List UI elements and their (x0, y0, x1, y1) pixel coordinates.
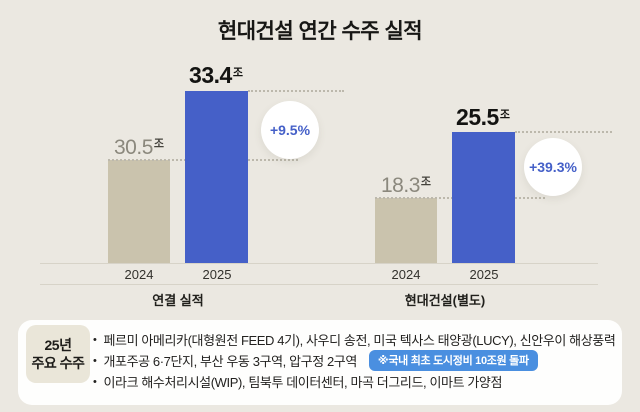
value-unit: 조 (153, 138, 164, 150)
bullet-icon: • (93, 333, 97, 346)
bullet-icon: • (93, 375, 97, 388)
list-item-text: 개포주공 6·7단지, 부산 우동 3구역, 압구정 2구역 (103, 354, 357, 369)
label-line-2: 주요 수주 (31, 355, 85, 371)
bullet-icon: • (93, 354, 97, 367)
group-caption-separate: 현대건설(별도) (404, 293, 486, 308)
bar-separate-2025 (452, 132, 515, 263)
dotted-line-consolidated-2025 (248, 90, 344, 92)
major-orders-list: • 페르미 아메리카(대형원전 FEED 4기), 사우디 송전, 미국 텍사스… (93, 329, 616, 392)
value-label-separate-2024: 18.3조 (361, 174, 451, 198)
value-label-separate-2025: 25.5조 (438, 104, 528, 131)
list-item: • 페르미 아메리카(대형원전 FEED 4기), 사우디 송전, 미국 텍사스… (93, 329, 616, 350)
major-orders-label: 25년 주요 수주 (26, 325, 90, 383)
value-number: 25.5 (456, 104, 499, 130)
value-number: 30.5 (114, 136, 153, 159)
change-badge-consolidated: +9.5% (261, 101, 319, 159)
value-label-consolidated-2024: 30.5조 (94, 136, 184, 160)
list-item-text: 이라크 해수처리시설(WIP), 팀북투 데이터센터, 마곡 더그리드, 이마트… (103, 375, 503, 390)
tick-consolidated-2024: 2024 (124, 267, 154, 282)
change-badge-separate: +39.3% (524, 138, 582, 196)
tick-separate-2025: 2025 (469, 267, 499, 282)
dotted-line-separate-2025 (515, 131, 612, 133)
group-caption-consolidated: 연결 실적 (152, 293, 204, 308)
value-unit: 조 (232, 67, 243, 79)
label-line-1: 25년 (44, 336, 72, 353)
bar-separate-2024 (375, 198, 437, 263)
value-unit: 조 (420, 176, 431, 188)
value-number: 18.3 (381, 174, 420, 197)
divider-line (40, 284, 598, 285)
major-orders-card: 25년 주요 수주 • 페르미 아메리카(대형원전 FEED 4기), 사우디 … (18, 320, 622, 405)
bar-consolidated-2025 (185, 91, 248, 263)
tick-consolidated-2025: 2025 (202, 267, 232, 282)
value-number: 33.4 (189, 62, 232, 88)
baseline (40, 263, 598, 264)
bar-consolidated-2024 (108, 160, 170, 263)
value-unit: 조 (499, 109, 510, 121)
value-label-consolidated-2025: 33.4조 (171, 62, 261, 89)
list-item-text: 페르미 아메리카(대형원전 FEED 4기), 사우디 송전, 미국 텍사스 태… (103, 333, 616, 348)
milestone-badge: ※국내 최초 도시정비 10조원 돌파 (368, 350, 538, 371)
chart-title: 현대건설 연간 수주 실적 (217, 20, 423, 43)
list-item: • 개포주공 6·7단지, 부산 우동 3구역, 압구정 2구역 ※국내 최초 … (93, 350, 616, 371)
list-item: • 이라크 해수처리시설(WIP), 팀북투 데이터센터, 마곡 더그리드, 이… (93, 371, 616, 392)
tick-separate-2024: 2024 (391, 267, 421, 282)
